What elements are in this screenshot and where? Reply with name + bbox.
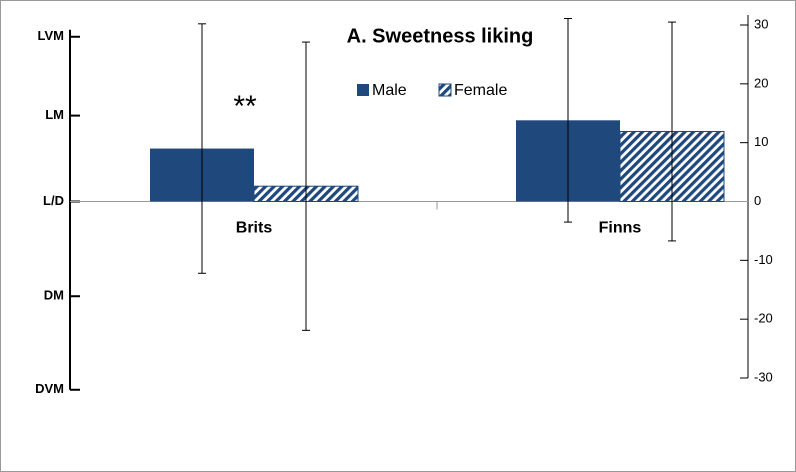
- x-tick-label: Brits: [236, 220, 273, 237]
- y2-tick-label: -10: [754, 252, 773, 267]
- y-tick-label: DM: [44, 288, 64, 303]
- y2-tick-label: 20: [754, 75, 768, 90]
- y2-tick-label: -20: [754, 311, 773, 326]
- error-bar: [198, 23, 206, 274]
- error-bar: [302, 41, 310, 331]
- y2-tick-label: 0: [754, 193, 761, 208]
- y-tick-label: LVM: [38, 28, 64, 43]
- y2-tick-label: -30: [754, 369, 773, 384]
- legend-label: Male: [372, 82, 407, 99]
- y2-tick-label: 10: [754, 134, 768, 149]
- y-tick-label: LM: [45, 107, 64, 122]
- x-tick-label: Finns: [599, 220, 642, 237]
- y-tick-label: DVM: [35, 381, 64, 396]
- y-tick-label: L/D: [43, 193, 64, 208]
- y2-tick-label: 30: [754, 16, 768, 31]
- annotation: **: [233, 90, 257, 123]
- error-bar: [668, 21, 676, 242]
- legend-swatch: [438, 83, 452, 97]
- error-bar: [564, 18, 572, 223]
- legend-label: Female: [454, 82, 507, 99]
- legend-swatch: [357, 84, 369, 96]
- chart-title: A. Sweetness liking: [347, 25, 534, 47]
